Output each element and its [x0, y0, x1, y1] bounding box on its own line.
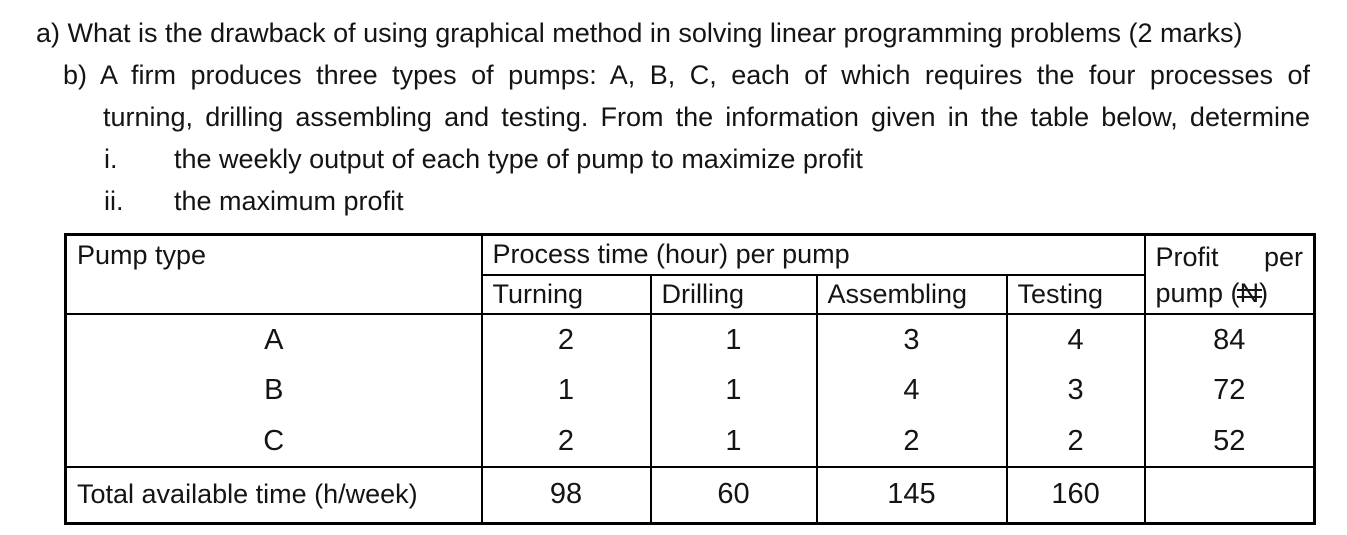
cell-c-testing: 2 [1005, 416, 1146, 467]
cell-total-label: Total available time (h/week) [64, 466, 483, 524]
table-row-pump-b: B 1 1 4 3 72 [64, 365, 1316, 416]
question-part-a: a) What is the drawback of using graphic… [36, 12, 1310, 54]
cell-total-drilling: 60 [649, 466, 818, 524]
table-header-row-2: Turning Drilling Assembling Testing [66, 273, 1315, 316]
cell-b-profit: 72 [1143, 365, 1316, 416]
cell-total-testing: 160 [1005, 466, 1146, 524]
cell-a-pump: A [64, 314, 483, 365]
cell-c-turning: 2 [480, 416, 652, 467]
header-drilling: Drilling [649, 273, 818, 316]
cell-b-testing: 3 [1005, 365, 1146, 416]
item-ii-text: the maximum profit [174, 186, 404, 216]
cell-total-profit [1143, 466, 1316, 524]
table-row-pump-a: A 2 1 3 4 84 [64, 314, 1316, 365]
cell-b-turning: 1 [480, 365, 652, 416]
question-b-text-line1: A firm produces three types of pumps: A,… [100, 60, 1310, 90]
question-item-i: i. the weekly output of each type of pump… [104, 138, 1347, 180]
header-pump-type: Pump type [64, 233, 483, 315]
question-b-label: b) [63, 60, 88, 90]
header-profit-per-pump: Profit per pump (N) [1143, 233, 1316, 315]
cell-a-assembling: 3 [815, 314, 1008, 365]
cell-a-profit: 84 [1143, 314, 1316, 365]
pump-data-table: Pump type Process time (hour) per pump P… [64, 233, 1317, 525]
item-i-label: i. [104, 144, 118, 174]
cell-b-pump: B [64, 365, 483, 416]
header-process-time-group: Process time (hour) per pump [480, 233, 1146, 276]
question-part-b-line1: b) A firm produces three types of pumps:… [63, 54, 1310, 96]
item-ii-label: ii. [104, 186, 124, 216]
question-item-ii: ii. the maximum profit [104, 180, 1347, 222]
header-testing: Testing [1005, 273, 1146, 316]
cell-b-assembling: 4 [815, 365, 1008, 416]
profit-header-close-paren: ) [1259, 278, 1269, 308]
cell-c-profit: 52 [1143, 416, 1316, 467]
header-assembling: Assembling [815, 273, 1008, 316]
cell-a-turning: 2 [480, 314, 652, 365]
question-a-text: What is the drawback of using graphical … [67, 18, 1243, 48]
question-b-text-line2: turning, drilling assembling and testing… [103, 102, 1310, 132]
table-header-row-1: Pump type Process time (hour) per pump P… [64, 233, 1316, 315]
table-row-total: Total available time (h/week) 98 60 145 … [64, 466, 1316, 524]
item-i-text: the weekly output of each type of pump t… [174, 144, 863, 174]
table-row-pump-c: C 2 1 2 2 52 [64, 416, 1316, 467]
cell-a-drilling: 1 [649, 314, 818, 365]
cell-c-assembling: 2 [815, 416, 1008, 467]
question-a-label: a) [36, 18, 61, 48]
cell-b-drilling: 1 [649, 365, 818, 416]
question-part-b-line2: turning, drilling assembling and testing… [103, 96, 1310, 138]
naira-currency-symbol: N [1236, 275, 1262, 311]
cell-total-assembling: 145 [815, 466, 1008, 524]
cell-c-drilling: 1 [649, 416, 818, 467]
cell-a-testing: 4 [1005, 314, 1146, 365]
profit-header-text: Profit per pump ( [1155, 242, 1304, 308]
header-turning: Turning [480, 273, 652, 316]
cell-total-turning: 98 [480, 466, 652, 524]
cell-c-pump: C [64, 416, 483, 467]
